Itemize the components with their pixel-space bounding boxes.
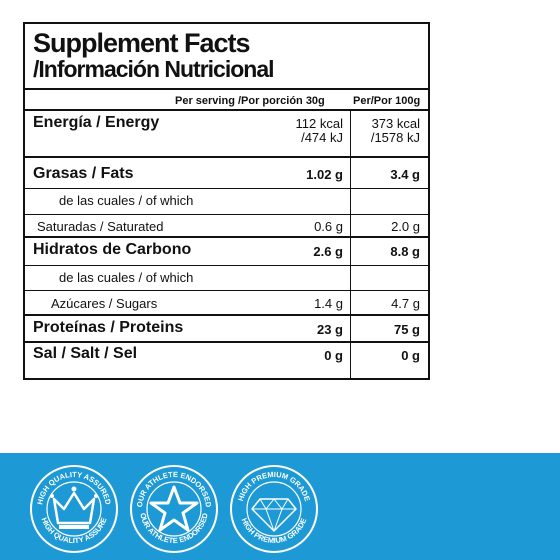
proteins-divider: [25, 341, 428, 343]
star-icon: OUR ATHLETE ENDORSED OUR ATHLETE ENDORSE…: [128, 463, 220, 555]
quality-badges-band: HIGH QUALITY ASSURED HIGH QUALITY ASSURE…: [0, 453, 560, 560]
column-divider-serving: [350, 109, 351, 378]
proteins-per100: 75 g: [355, 322, 420, 337]
fats-divider: [25, 188, 428, 189]
fats-of-which-label: de las cuales / of which: [59, 193, 193, 208]
sugars-per100: 4.7 g: [355, 296, 420, 311]
fats-per100: 3.4 g: [355, 167, 420, 182]
proteins-label: Proteínas / Proteins: [33, 320, 183, 335]
carbs-of-which-label: de las cuales / of which: [59, 270, 193, 285]
crown-icon: HIGH QUALITY ASSURED HIGH QUALITY ASSURE: [28, 463, 120, 555]
energy-per100-kj: /1578 kJ: [355, 130, 420, 145]
header-divider: [25, 109, 428, 111]
sugars-serving: 1.4 g: [255, 296, 343, 311]
salt-per100: 0 g: [355, 348, 420, 363]
title-divider: [25, 88, 428, 90]
saturated-serving: 0.6 g: [255, 219, 343, 234]
header-per-100g: Per/Por 100g: [353, 94, 420, 109]
carbs-serving: 2.6 g: [255, 244, 343, 259]
athlete-endorsed-badge: OUR ATHLETE ENDORSED OUR ATHLETE ENDORSE…: [128, 463, 220, 555]
carbs-of-which-divider: [25, 290, 428, 291]
energy-per100-kcal: 373 kcal: [355, 116, 420, 131]
energy-serving-kcal: 112 kcal: [255, 116, 343, 131]
svg-text:OUR ATHLETE ENDORSED: OUR ATHLETE ENDORSED: [138, 512, 210, 545]
proteins-serving: 23 g: [255, 322, 343, 337]
header-per-serving: Per serving /Por porción 30g: [175, 94, 325, 109]
saturated-label: Saturadas / Saturated: [37, 219, 163, 234]
fats-serving: 1.02 g: [255, 167, 343, 182]
energy-divider: [25, 156, 428, 158]
quality-assured-badge: HIGH QUALITY ASSURED HIGH QUALITY ASSURE: [28, 463, 120, 555]
panel-title: Supplement Facts: [33, 28, 250, 58]
premium-grade-badge: HIGH PREMIUM GRADE HIGH PREMIUM GRADE: [228, 463, 320, 555]
energy-label: Energía / Energy: [33, 115, 159, 130]
carbs-label: Hidratos de Carbono: [33, 242, 191, 257]
sugars-label: Azúcares / Sugars: [51, 296, 157, 311]
athlete-badge-bottom-text: OUR ATHLETE ENDORSED: [138, 512, 210, 545]
fats-label: Grasas / Fats: [33, 166, 134, 181]
saturated-divider: [25, 236, 428, 238]
salt-serving: 0 g: [255, 348, 343, 363]
saturated-per100: 2.0 g: [355, 219, 420, 234]
energy-serving-kj: /474 kJ: [255, 130, 343, 145]
carbs-per100: 8.8 g: [355, 244, 420, 259]
diamond-icon: HIGH PREMIUM GRADE HIGH PREMIUM GRADE: [228, 463, 320, 555]
panel-subtitle: /Información Nutricional: [33, 56, 274, 82]
fats-of-which-divider: [25, 214, 428, 215]
carbs-divider: [25, 265, 428, 266]
nutrition-facts-panel: Supplement Facts /Información Nutriciona…: [23, 22, 430, 380]
sugars-divider: [25, 314, 428, 316]
salt-label: Sal / Salt / Sel: [33, 346, 137, 361]
